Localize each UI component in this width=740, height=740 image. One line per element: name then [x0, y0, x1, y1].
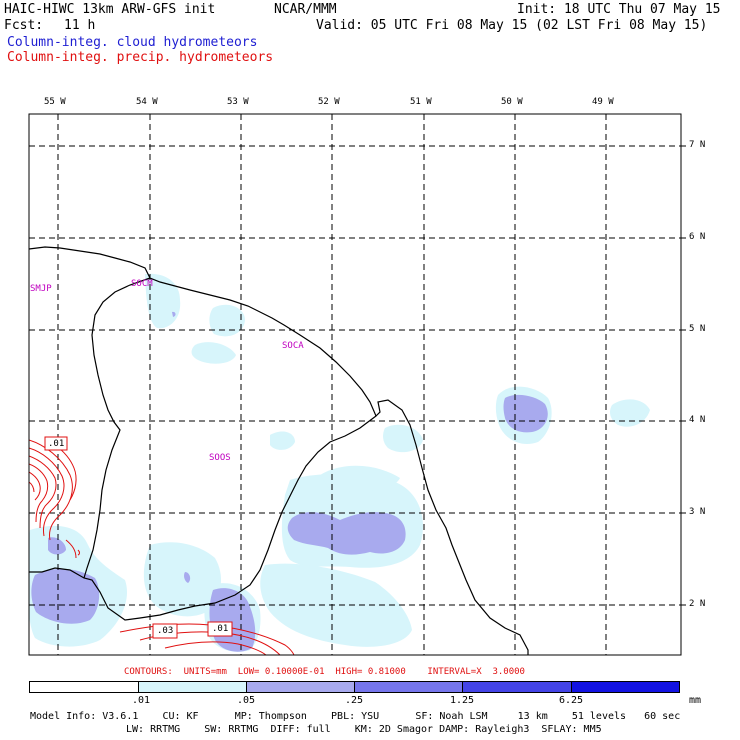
- field-precip-label: Column-integ. precip. hydrometeors: [7, 50, 274, 65]
- coastlines-borders: [29, 246, 529, 655]
- station-socm: SOCM: [131, 279, 153, 289]
- center-name: NCAR/MMM: [274, 2, 337, 17]
- model-title: HAIC-HIWC 13km ARW-GFS init: [4, 2, 216, 17]
- colorbar-label-4: 6.25: [559, 695, 584, 706]
- lat-lon-grid: [29, 114, 681, 655]
- colorbar-segment-5: [571, 681, 680, 693]
- contours-info: CONTOURS: UNITS=mm LOW= 0.10000E-01 HIGH…: [124, 667, 525, 677]
- colorbar-segment-2: [246, 681, 355, 693]
- colorbar-units: mm: [689, 695, 702, 706]
- colorbar-label-2: .25: [345, 695, 364, 706]
- contour-label-boxes: [44, 436, 233, 639]
- lat-label-2n: 2 N: [689, 599, 706, 609]
- colorbar-label-1: .05: [237, 695, 256, 706]
- lon-label-49w: 49 W: [592, 97, 614, 107]
- lat-label-6n: 6 N: [689, 232, 706, 242]
- lon-label-55w: 55 W: [44, 97, 66, 107]
- axis-ticks: [681, 145, 686, 606]
- field-cloud-label: Column-integ. cloud hydrometeors: [7, 35, 258, 50]
- map-frame: [28, 113, 682, 656]
- lon-label-50w: 50 W: [501, 97, 523, 107]
- lon-label-51w: 51 W: [410, 97, 432, 107]
- colorbar-label-3: 1.25: [450, 695, 475, 706]
- colorbar-segment-3: [354, 681, 463, 693]
- station-smjp: SMJP: [30, 284, 52, 294]
- lat-label-3n: 3 N: [689, 507, 706, 517]
- station-soos: SOOS: [209, 453, 231, 463]
- colorbar-segment-1: [138, 681, 247, 693]
- contour-label-2: .03: [157, 626, 174, 636]
- lon-label-53w: 53 W: [227, 97, 249, 107]
- contour-label-3: .01: [212, 624, 229, 634]
- colorbar-segment-4: [462, 681, 572, 693]
- init-time: Init: 18 UTC Thu 07 May 15: [517, 2, 721, 17]
- valid-time: Valid: 05 UTC Fri 08 May 15 (02 LST Fri …: [316, 18, 708, 33]
- lon-label-54w: 54 W: [136, 97, 158, 107]
- station-soca: SOCA: [282, 341, 304, 351]
- lat-label-5n: 5 N: [689, 324, 706, 334]
- colorbar-label-0: .01: [132, 695, 151, 706]
- fcst-label: Fcst:: [4, 18, 44, 33]
- model-info-line2: LW: RRTMG SW: RRTMG DIFF: full KM: 2D Sm…: [126, 724, 602, 735]
- model-info-line1: Model Info: V3.6.1 CU: KF MP: Thompson P…: [30, 711, 681, 722]
- lat-label-7n: 7 N: [689, 140, 706, 150]
- fcst-value: 11 h: [64, 18, 96, 33]
- colorbar-segment-0: [29, 681, 139, 693]
- lat-label-4n: 4 N: [689, 415, 706, 425]
- contour-label-1: .01: [48, 439, 65, 449]
- lon-label-52w: 52 W: [318, 97, 340, 107]
